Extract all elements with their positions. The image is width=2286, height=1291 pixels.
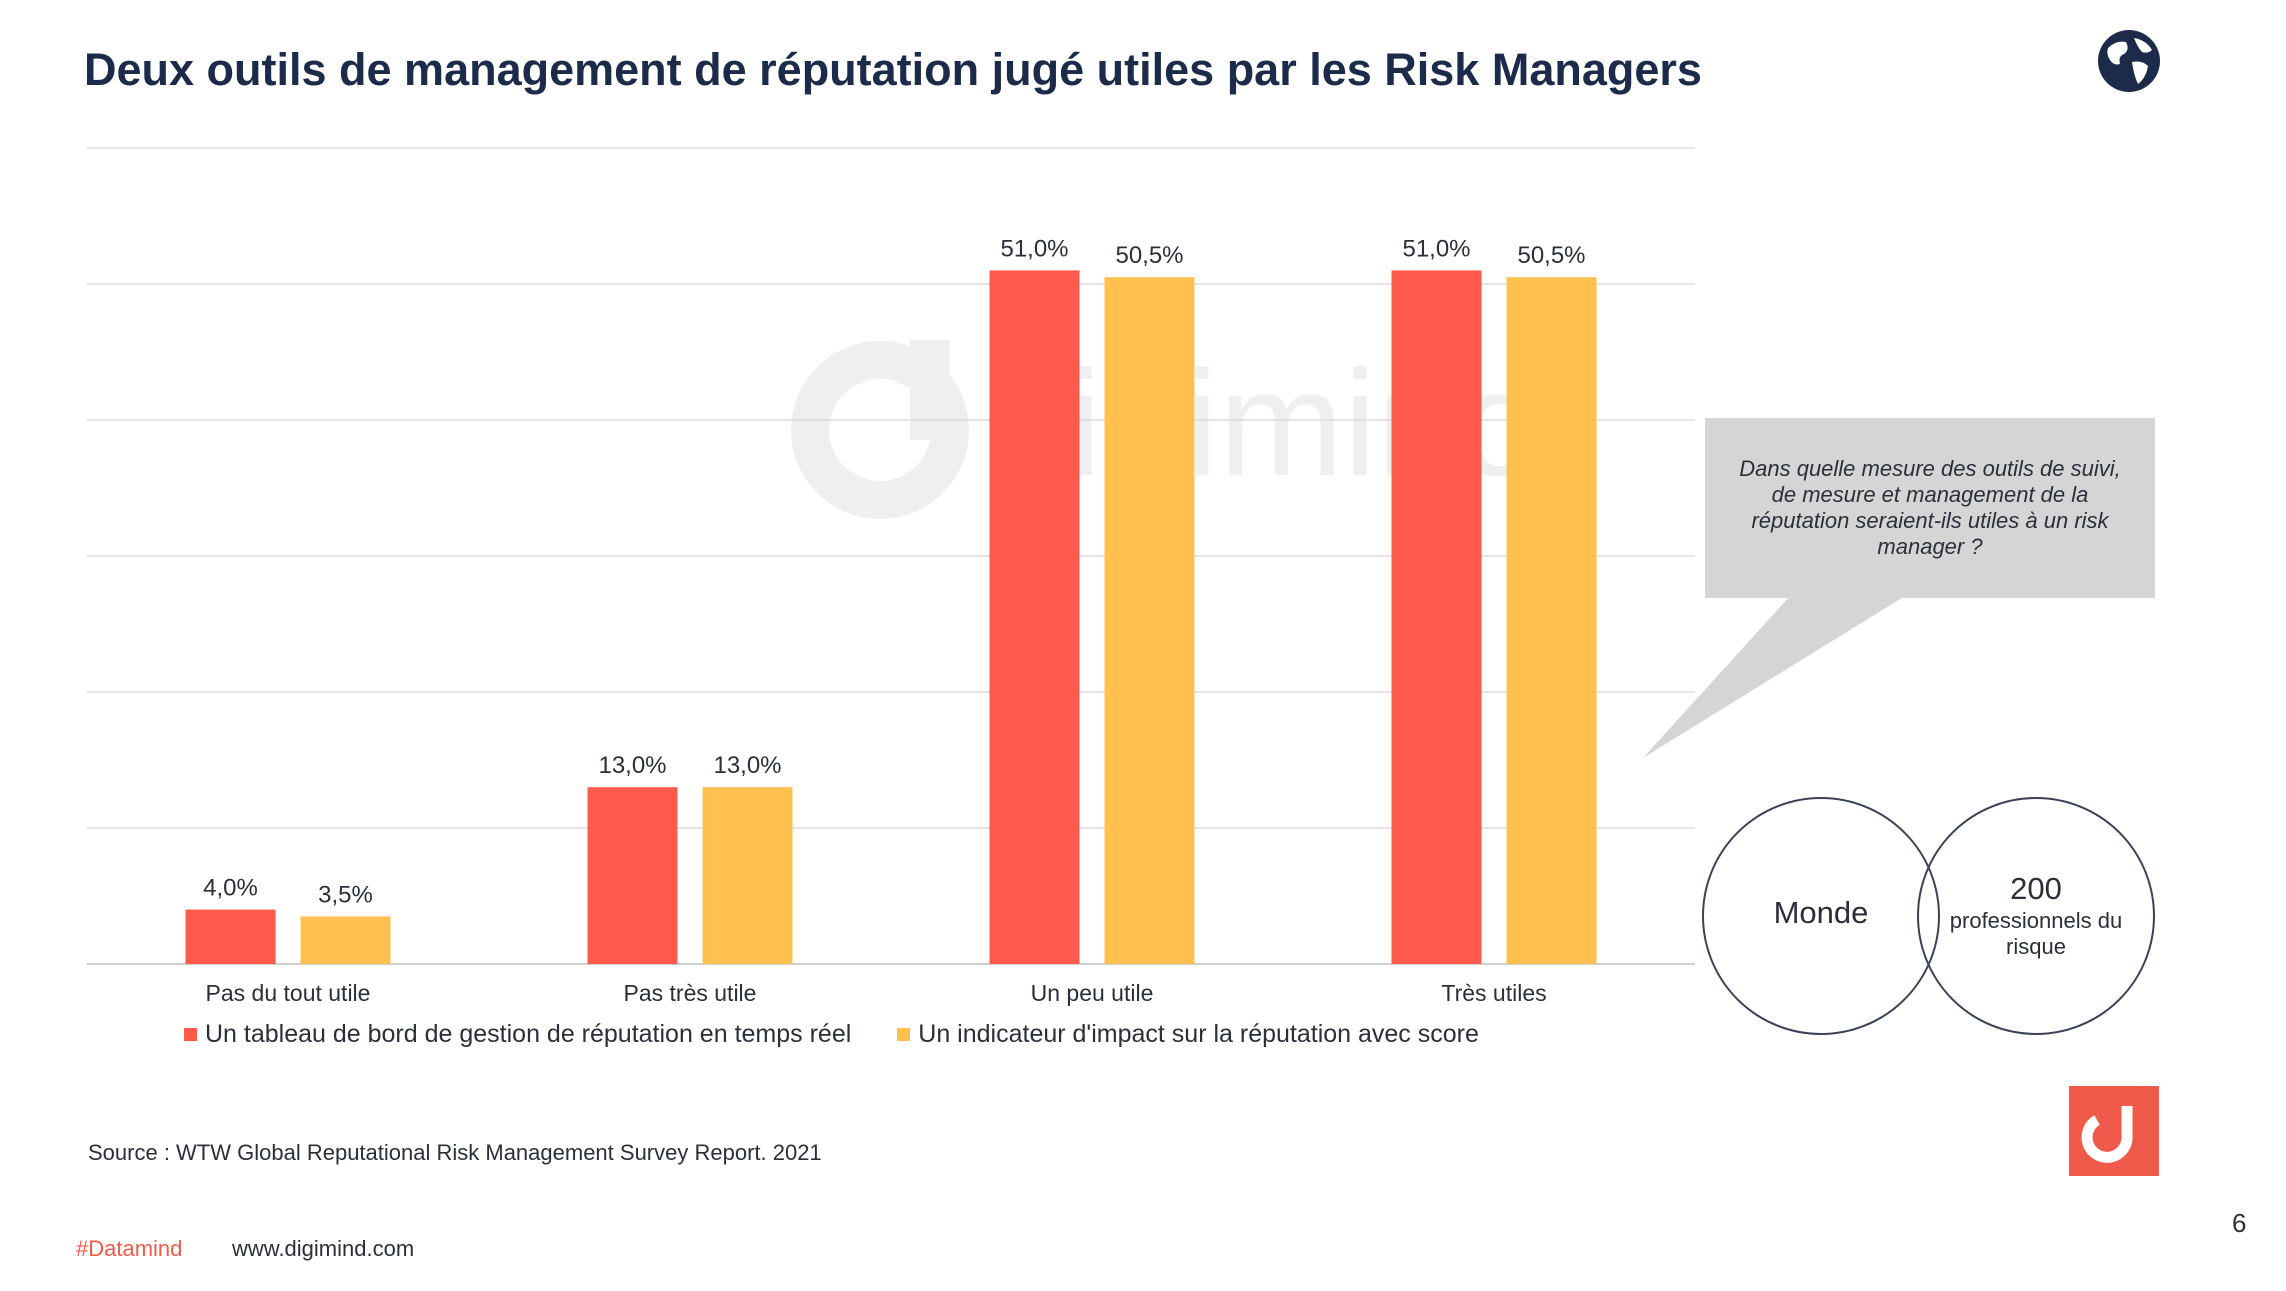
globe-icon [2098,30,2160,92]
footer-hashtag: #Datamind [76,1236,183,1261]
legend-swatch-series-2 [897,1028,911,1041]
category-label: Très utiles [1441,980,1546,1006]
legend-item-series-2: Un indicateur d'impact sur la réputation… [897,1020,1479,1049]
chart-legend: Un tableau de bord de gestion de réputat… [184,1020,1479,1049]
bar-chart: 4,0% 3,5% 13,0% 13,0% 51,0% 50,5% 51,0% 50,5% P… [87,147,1695,1006]
data-label: 50,5% [1517,242,1585,269]
legend-label-series-2: Un indicateur d'impact sur la réputation… [918,1020,1479,1048]
footer-website[interactable]: www.digimind.com [232,1236,415,1261]
digimind-logo-icon [2069,1086,2159,1176]
page-title: Deux outils de management de réputation … [84,44,1702,95]
bar [587,787,678,964]
page-number: 6 [2232,1208,2247,1238]
legend-swatch-series-1 [184,1028,197,1041]
data-labels: 4,0% 3,5% 13,0% 13,0% 51,0% 50,5% 51,0% 50,5% [203,235,1585,908]
category-label: Pas très utile [624,980,757,1006]
category-label: Un peu utile [1031,980,1154,1006]
source-note: Source : WTW Global Reputational Risk Ma… [88,1140,822,1165]
bar [702,787,793,964]
callout-question: Dans quelle mesure des outils de suivi, … [1739,456,2121,559]
data-label: 50,5% [1115,242,1183,269]
category-label: Pas du tout utile [206,980,371,1006]
legend-label-series-1: Un tableau de bord de gestion de réputat… [205,1020,852,1048]
data-label: 51,0% [1000,235,1068,262]
data-label: 51,0% [1402,235,1470,262]
category-labels: Pas du tout utile Pas très utile Un peu ut… [206,980,1547,1006]
venn-left-label: Monde [1773,895,1869,930]
data-label: 4,0% [203,875,258,902]
bar [1391,270,1482,964]
venn-right-label: professionnels du risque [1949,908,2123,959]
callout-bubble [1705,418,2155,598]
data-label: 13,0% [713,752,781,779]
venn-circle-right [1917,797,2155,1035]
data-label: 13,0% [598,752,666,779]
bar [989,270,1080,964]
bars [185,270,1597,964]
bar [300,916,391,964]
bar [1506,277,1597,964]
legend-item-series-1: Un tableau de bord de gestion de réputat… [184,1020,851,1049]
venn-right-number: 200 [2010,871,2062,906]
bar [185,909,276,964]
bar [1104,277,1195,964]
data-label: 3,5% [318,881,373,908]
